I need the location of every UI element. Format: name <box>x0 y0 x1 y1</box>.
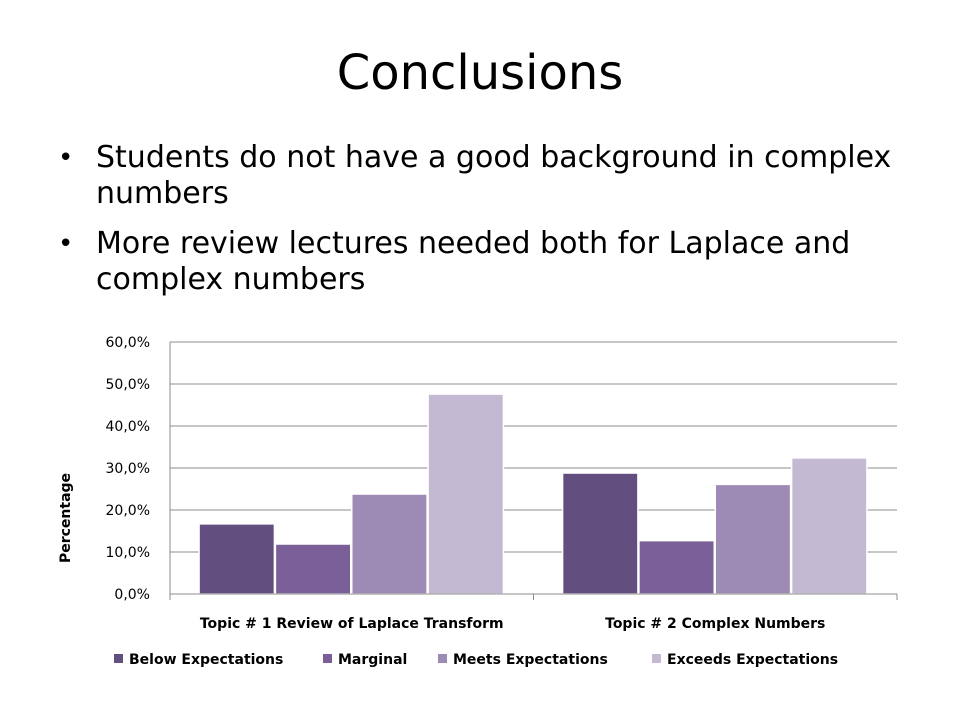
bar-meets-expectations <box>714 483 792 595</box>
legend-label: Marginal <box>338 652 407 668</box>
x-axis-category-labels: Topic # 1 Review of Laplace Transform Top… <box>200 616 826 632</box>
bullet-dot-icon: • <box>58 229 74 259</box>
legend-label: Meets Expectations <box>453 652 608 668</box>
bullet-list: • Students do not have a good background… <box>58 140 918 312</box>
legend-swatch <box>323 654 332 663</box>
bullet-item: • Students do not have a good background… <box>58 140 918 212</box>
bar-marginal <box>274 543 352 595</box>
bullet-text: More review lectures needed both for Lap… <box>96 226 851 297</box>
y-tick-label: 10,0% <box>106 545 150 561</box>
y-tick-label: 60,0% <box>106 335 150 351</box>
slide-title: Conclusions <box>336 45 624 101</box>
y-axis-tick-labels: 0,0% 10,0% 20,0% 30,0% 40,0% 50,0% 60,0% <box>106 335 150 603</box>
chart-axes <box>169 342 898 600</box>
legend-label: Below Expectations <box>129 652 283 668</box>
x-category-label: Topic # 1 Review of Laplace Transform <box>200 616 504 632</box>
bullet-item: • More review lectures needed both for L… <box>58 226 918 298</box>
y-tick-label: 50,0% <box>106 377 150 393</box>
y-tick-label: 20,0% <box>106 503 150 519</box>
bar-exceeds-expectations <box>427 393 505 595</box>
x-category-label: Topic # 2 Complex Numbers <box>605 616 825 632</box>
bar-exceeds-expectations <box>790 457 868 595</box>
chart-bars <box>198 393 868 595</box>
bar-below-expectations <box>561 472 639 595</box>
bar-meets-expectations <box>351 493 428 595</box>
bar-below-expectations <box>198 523 276 595</box>
y-axis-label: Percentage <box>58 473 74 563</box>
legend-swatch <box>652 654 661 663</box>
y-tick-label: 30,0% <box>106 461 150 477</box>
legend-swatch <box>114 654 123 663</box>
legend-label: Exceeds Expectations <box>667 652 838 668</box>
bullet-text: Students do not have a good background i… <box>96 140 892 211</box>
chart-legend: Below Expectations Marginal Meets Expectat… <box>114 652 838 668</box>
bullet-dot-icon: • <box>58 143 74 173</box>
legend-swatch <box>438 654 447 663</box>
y-tick-label: 0,0% <box>114 587 150 603</box>
y-tick-label: 40,0% <box>106 419 150 435</box>
bar-marginal <box>638 539 715 595</box>
